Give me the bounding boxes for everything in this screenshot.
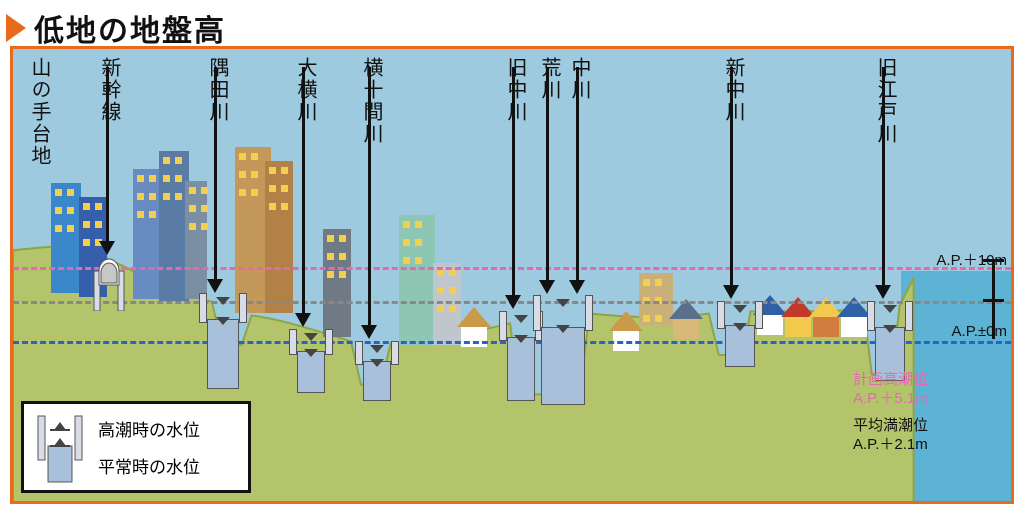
building (639, 273, 673, 325)
building (265, 161, 293, 313)
pointer-label: 新幹線 (95, 57, 124, 123)
legend-box: 高潮時の水位 平常時の水位 (21, 401, 251, 493)
pointer-label: 旧中川 (501, 57, 530, 123)
shinkansen-tunnel-icon (91, 251, 127, 316)
diagram-title: 低地の地盤高 (34, 6, 226, 50)
river-levee (533, 295, 593, 415)
tide-annotation: 平均満潮位A.P.＋2.1m (853, 417, 928, 455)
house (669, 299, 703, 339)
pointer-label: 大横川 (291, 57, 320, 123)
tide-annotation: 計画高潮位A.P.＋5.1m (853, 371, 928, 409)
pointer-label: 荒川 (535, 57, 564, 101)
river-levee (355, 341, 399, 411)
tide-pole-icon (992, 259, 995, 339)
building (323, 229, 351, 337)
pointer-label: 隅田川 (203, 57, 232, 123)
legend-row-high-tide: 高潮時の水位 (98, 416, 200, 441)
river-levee (717, 301, 763, 377)
river-levee (199, 293, 247, 399)
title-arrow-icon (6, 14, 26, 42)
building (399, 215, 435, 345)
legend-river-icon (32, 410, 88, 486)
river-levee (289, 329, 333, 403)
pointer-label: 中川 (565, 57, 594, 101)
building (133, 169, 161, 299)
building (185, 181, 207, 299)
pointer-label: 新中川 (719, 57, 748, 123)
reference-line-label: A.P.±0m (952, 323, 1007, 340)
legend-rows: 高潮時の水位 平常時の水位 (98, 410, 200, 484)
legend-row-normal: 平常時の水位 (98, 453, 200, 478)
diagram-panel: A.P.＋10mA.P.±0m 山の手台地新幹線隅田川大横川横十間川旧中川荒川中… (10, 46, 1014, 504)
pointer-label: 旧江戸川 (871, 57, 900, 145)
pointer-label: 横十間川 (357, 57, 386, 145)
house (609, 311, 643, 351)
building (51, 183, 81, 293)
left-plateau-label: 山の手台地 (25, 57, 54, 167)
